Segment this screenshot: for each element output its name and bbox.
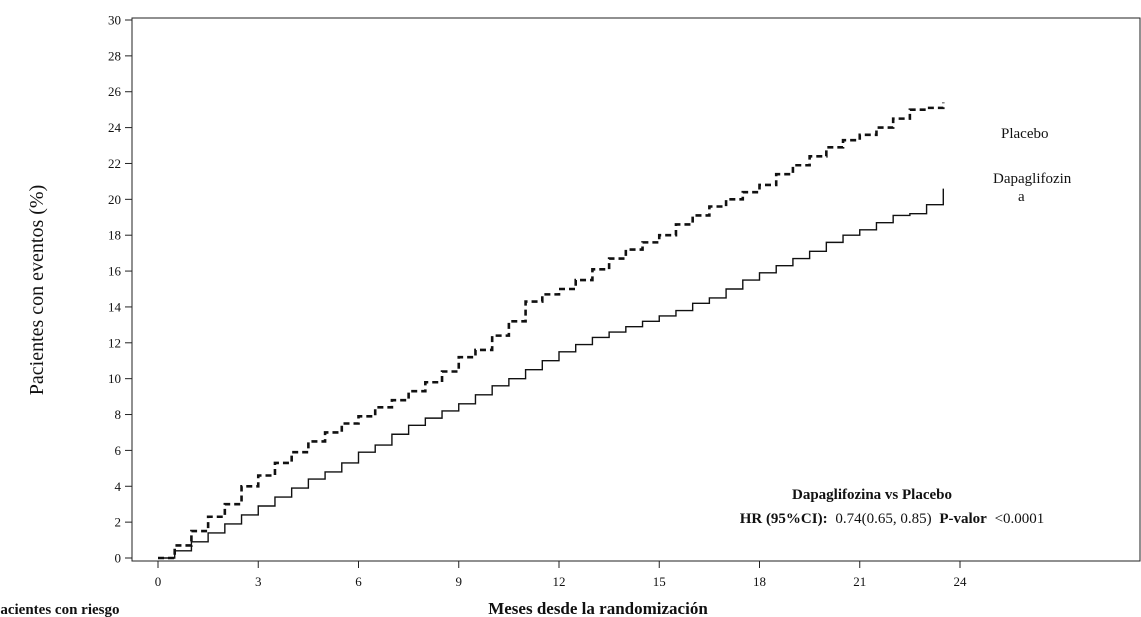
dapagliflozin-label: Dapaglifozin	[993, 171, 1072, 187]
y-tick-label: 30	[108, 13, 121, 28]
y-tick-label: 14	[108, 299, 122, 314]
y-tick-label: 26	[108, 84, 122, 99]
y-tick-label: 6	[115, 443, 122, 458]
p-label: P-valor	[939, 511, 987, 527]
comparison-title: Dapaglifozina vs Placebo	[792, 487, 952, 503]
hr-label: HR (95%CI):	[740, 511, 828, 527]
y-tick-label: 4	[115, 479, 122, 494]
x-tick-label: 3	[255, 574, 262, 589]
y-tick-label: 28	[108, 48, 121, 63]
y-tick-label: 0	[115, 551, 122, 566]
y-tick-label: 24	[108, 120, 122, 135]
y-tick-label: 16	[108, 264, 122, 279]
series-layer	[158, 102, 945, 560]
y-tick-label: 20	[108, 192, 121, 207]
p-value: <0.0001	[995, 511, 1045, 527]
y-tick-label: 10	[108, 371, 121, 386]
x-tick-label: 18	[753, 574, 766, 589]
x-tick-label: 12	[553, 574, 566, 589]
hr-line: HR (95%CI): 0.74(0.65, 0.85) P-valor <0.…	[740, 511, 1045, 527]
hr-value: 0.74(0.65, 0.85)	[835, 511, 931, 527]
dapagliflozin-label-suffix: a	[1018, 189, 1025, 205]
x-tick-label: 24	[954, 574, 968, 589]
x-tick-label: 21	[853, 574, 866, 589]
x-tick-label: 0	[155, 574, 162, 589]
x-tick-label: 9	[456, 574, 463, 589]
dapagliflozin-curve	[158, 188, 944, 559]
y-tick-label: 18	[108, 228, 121, 243]
y-tick-label: 2	[115, 515, 122, 530]
placebo-label: Placebo	[1001, 126, 1048, 142]
y-tick-label: 8	[115, 407, 122, 422]
x-tick-label: 15	[653, 574, 666, 589]
x-axis: 0 3 6 9 12 15 18 21 24	[155, 561, 967, 589]
y-tick-label: 12	[108, 335, 121, 350]
x-axis-title: Meses desde la randomización	[488, 599, 708, 617]
y-tick-label: 22	[108, 156, 121, 171]
placebo-curve	[158, 102, 945, 560]
at-risk-label: pacientes con riesgo	[0, 602, 119, 617]
plot-frame	[131, 17, 1141, 562]
x-tick-label: 6	[355, 574, 362, 589]
y-axis-title: Pacientes con eventos (%)	[26, 185, 48, 395]
